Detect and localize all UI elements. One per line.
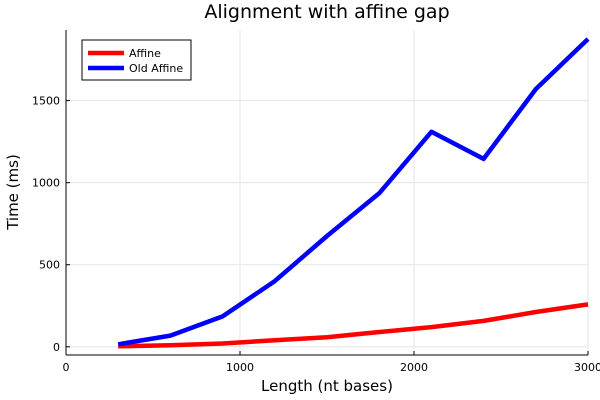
series-lines bbox=[117, 37, 590, 349]
series-line-affine bbox=[118, 302, 589, 349]
y-axis-label: Time (ms) bbox=[4, 154, 22, 231]
legend-box bbox=[81, 39, 192, 81]
x-tick-label: 3000 bbox=[574, 361, 600, 374]
x-tick-label: 1000 bbox=[226, 361, 254, 374]
y-tick-label: 1000 bbox=[32, 177, 60, 190]
series-line-old-affine bbox=[117, 37, 590, 347]
y-tick-label: 0 bbox=[53, 341, 60, 354]
legend: Affine Old Affine bbox=[81, 39, 192, 81]
tick-marks: 0 1000 2000 3000 0 500 1000 1500 bbox=[32, 95, 600, 374]
y-tick-label: 1500 bbox=[32, 95, 60, 108]
legend-label-old-affine: Old Affine bbox=[129, 62, 183, 75]
axes bbox=[65, 30, 588, 356]
x-axis-label: Length (nt bases) bbox=[261, 377, 393, 395]
chart-title: Alignment with affine gap bbox=[204, 1, 449, 23]
x-tick-label: 2000 bbox=[400, 361, 428, 374]
y-tick-label: 500 bbox=[39, 259, 60, 272]
legend-label-affine: Affine bbox=[129, 47, 161, 60]
x-tick-label: 0 bbox=[63, 361, 70, 374]
